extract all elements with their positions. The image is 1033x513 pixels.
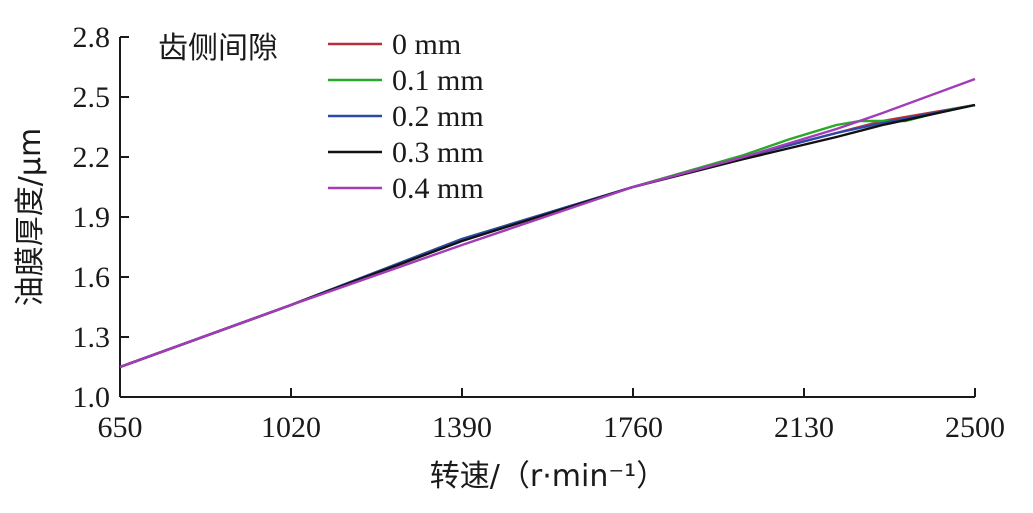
y-tick-label: 1.3 xyxy=(73,321,111,354)
x-tick-label: 650 xyxy=(98,411,143,444)
legend-label-2: 0.2 mm xyxy=(392,100,484,133)
x-tick-label: 2500 xyxy=(945,411,1005,444)
legend-title: 齿侧间隙 xyxy=(158,31,278,66)
series-line-0 xyxy=(119,103,976,369)
series-line-1 xyxy=(119,103,976,369)
ticks-group: 1.0 1.3 1.6 1.9 2.2 2.5 2.8 650 1020 1390 1760 2130… xyxy=(73,21,1006,444)
x-axis-title: 转速/（r·min⁻¹） xyxy=(430,459,666,494)
x-tick-label: 2130 xyxy=(774,411,834,444)
y-tick-label: 2.2 xyxy=(73,141,111,174)
legend: 齿侧间隙 0 mm0.1 mm0.2 mm0.3 mm0.4 mm xyxy=(158,28,484,205)
x-tick-label: 1760 xyxy=(603,411,663,444)
x-tick-label: 1390 xyxy=(432,411,492,444)
y-tick-label: 1.0 xyxy=(73,381,111,414)
y-tick-label: 1.6 xyxy=(73,261,111,294)
y-tick-label: 2.5 xyxy=(73,81,111,114)
y-axis-title: 油膜厚度/μm xyxy=(13,128,48,306)
y-tick-label: 1.9 xyxy=(73,201,111,234)
legend-label-3: 0.3 mm xyxy=(392,136,484,169)
y-tick-label: 2.8 xyxy=(73,21,111,54)
legend-label-4: 0.4 mm xyxy=(392,172,484,205)
series-line-2 xyxy=(119,103,976,369)
legend-label-1: 0.1 mm xyxy=(392,64,484,97)
series-group xyxy=(119,77,976,369)
series-line-3 xyxy=(119,103,976,369)
series-line-4 xyxy=(119,77,976,369)
legend-label-0: 0 mm xyxy=(392,28,461,61)
x-tick-label: 1020 xyxy=(261,411,321,444)
